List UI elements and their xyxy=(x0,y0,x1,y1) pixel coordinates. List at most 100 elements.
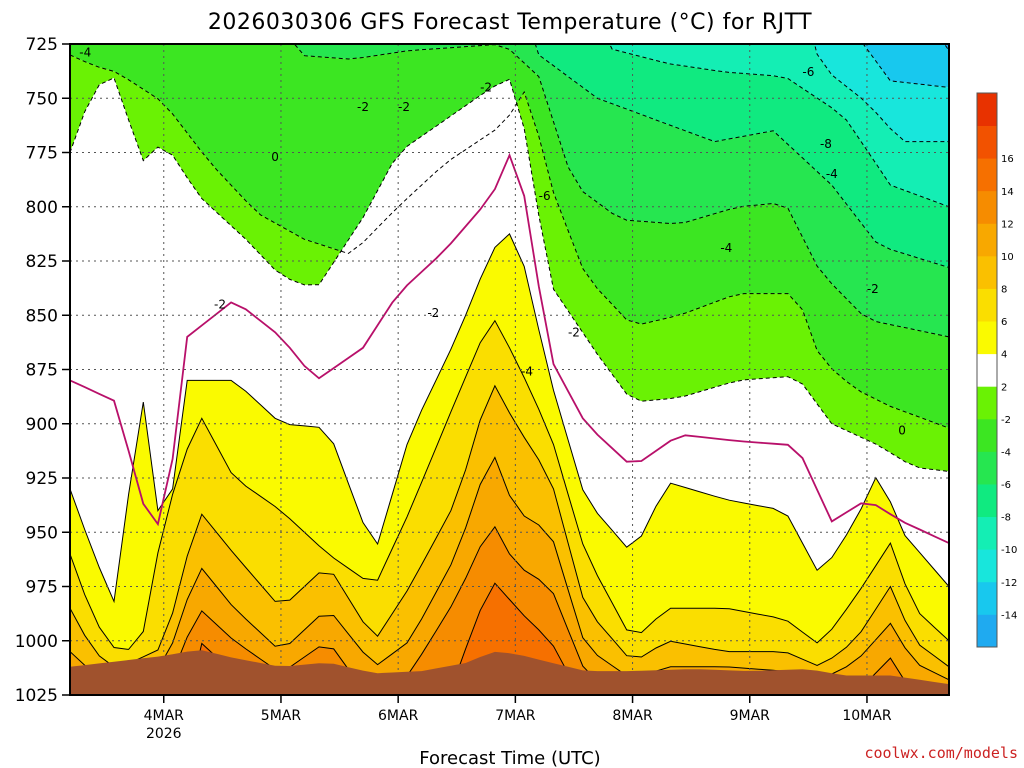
y-tick-label: 850 xyxy=(26,306,58,326)
contour-label: -4 xyxy=(521,365,533,379)
isotherm-line xyxy=(609,44,949,208)
colorbar-label: 4 xyxy=(1001,350,1007,361)
temperature-band xyxy=(863,44,949,88)
colorbar-label: -2 xyxy=(1001,415,1011,426)
contour-label: 0 xyxy=(898,423,906,437)
colorbar-frame xyxy=(976,92,998,648)
temperature-band xyxy=(70,320,949,667)
isotherm-line xyxy=(157,525,919,695)
isotherm-line xyxy=(70,152,949,544)
contour-label: -4 xyxy=(79,46,91,60)
y-tick-label: 900 xyxy=(26,415,58,435)
colorbar-swatch xyxy=(977,158,997,192)
x-tick-label: 6MAR xyxy=(378,708,419,724)
colorbar-label: 14 xyxy=(1001,187,1014,198)
y-tick-label: 950 xyxy=(26,523,58,543)
contour-label: -8 xyxy=(820,137,832,151)
colorbar-label: -6 xyxy=(1001,480,1011,491)
contour-label: -2 xyxy=(427,306,439,320)
y-tick-label: 725 xyxy=(26,35,58,55)
colorbar-label: -4 xyxy=(1001,447,1011,458)
x-tick-label: 8MAR xyxy=(612,708,653,724)
temperature-band xyxy=(70,233,949,650)
terrain-surface xyxy=(70,650,949,695)
y-tick-label: 1025 xyxy=(15,686,58,706)
colorbar-swatch xyxy=(977,255,997,289)
colorbar-label: 8 xyxy=(1001,285,1007,296)
temperature-band xyxy=(70,77,949,602)
temperature-bands xyxy=(70,44,949,695)
colorbar-label: 16 xyxy=(1001,154,1014,165)
contour-label: 0 xyxy=(271,150,279,164)
x-tick-label: 9MAR xyxy=(730,708,771,724)
x-axis: 4MAR 2026 5MAR 6MAR 7MAR 8MAR 9MAR 10MAR xyxy=(144,695,892,742)
temperature-band xyxy=(70,385,949,680)
y-tick-label: 750 xyxy=(26,89,58,109)
y-tick-label: 825 xyxy=(26,252,58,272)
x-tick-label: 7MAR xyxy=(495,708,536,724)
colorbar-label: 6 xyxy=(1001,317,1007,328)
grid-lines xyxy=(70,44,949,695)
y-tick-label: 925 xyxy=(26,469,58,489)
colorbar-swatch xyxy=(977,223,997,257)
chart-title: 2026030306 GFS Forecast Temperature (°C)… xyxy=(208,10,812,35)
temperature-band xyxy=(535,44,949,268)
contour-label: -4 xyxy=(720,241,732,255)
colorbar-label: -8 xyxy=(1001,513,1011,524)
colorbar-swatch xyxy=(977,581,997,615)
colorbar-swatch xyxy=(977,614,997,648)
colorbar-swatch xyxy=(977,321,997,355)
colorbar-swatch xyxy=(977,125,997,159)
colorbar-swatch xyxy=(977,386,997,420)
isotherm-line xyxy=(70,319,949,650)
isotherm-line xyxy=(534,44,949,268)
colorbar-label: -14 xyxy=(1001,610,1017,621)
colorbar-label: -10 xyxy=(1001,545,1017,556)
temperature-band xyxy=(70,44,949,429)
temperature-band xyxy=(158,526,919,695)
contour-label: -6 xyxy=(539,189,551,203)
y-axis: 725 750 775 800 825 850 875 900 925 950 975 1000 102… xyxy=(15,35,70,706)
contour-label: -6 xyxy=(802,65,814,79)
colorbar-legend: -14 -12 -10 -8 -6 -4 -2 2 4 6 8 10 12 14 16 xyxy=(976,92,1017,648)
isotherm-line xyxy=(70,54,949,429)
colorbar-label: 10 xyxy=(1001,252,1014,263)
contour-label: -4 xyxy=(826,167,838,181)
colorbar-swatch xyxy=(977,93,997,126)
x-axis-title: Forecast Time (UTC) xyxy=(419,748,600,768)
temperature-band xyxy=(609,44,949,207)
credit-text: coolwx.com/models xyxy=(864,744,1018,762)
x-tick-label: 5MAR xyxy=(261,708,302,724)
isotherm-line xyxy=(70,384,949,668)
y-tick-label: 775 xyxy=(26,144,58,164)
colorbar-label: 2 xyxy=(1001,382,1007,393)
x-tick-label: 10MAR xyxy=(842,708,891,724)
x-tick-label: 4MAR xyxy=(144,708,185,724)
colorbar-label: -12 xyxy=(1001,578,1017,589)
isotherm-line xyxy=(70,233,949,604)
contour-label: -2 xyxy=(398,100,410,114)
colorbar-swatch xyxy=(977,190,997,224)
contour-label: -2 xyxy=(214,297,226,311)
y-tick-label: 875 xyxy=(26,361,58,381)
y-tick-label: 975 xyxy=(26,578,58,598)
colorbar-swatch xyxy=(977,451,997,485)
x-tick-year-label: 2026 xyxy=(146,726,182,742)
contour-label: -2 xyxy=(568,326,580,340)
colorbar-swatch xyxy=(977,353,997,387)
y-tick-label: 800 xyxy=(26,198,58,218)
y-tick-label: 1000 xyxy=(15,632,58,652)
contour-label: -2 xyxy=(480,80,492,94)
plot-field: -4-20-2-2-2-2-4-2-6-4-6-8-4-20-8-10-6-12… xyxy=(70,44,949,695)
isotherm-line xyxy=(70,77,949,472)
temperature-band xyxy=(70,54,949,472)
contour-label: -2 xyxy=(357,100,369,114)
colorbar-swatch xyxy=(977,484,997,518)
colorbar-label: 12 xyxy=(1001,219,1014,230)
colorbar-swatch xyxy=(977,418,997,452)
contour-labels: -4-20-2-2-2-2-4-2-6-4-6-8-4-20-8-10-6-12… xyxy=(79,46,906,438)
colorbar-swatch xyxy=(977,288,997,322)
temperature-band xyxy=(189,583,580,695)
isotherm-lines xyxy=(70,44,949,695)
